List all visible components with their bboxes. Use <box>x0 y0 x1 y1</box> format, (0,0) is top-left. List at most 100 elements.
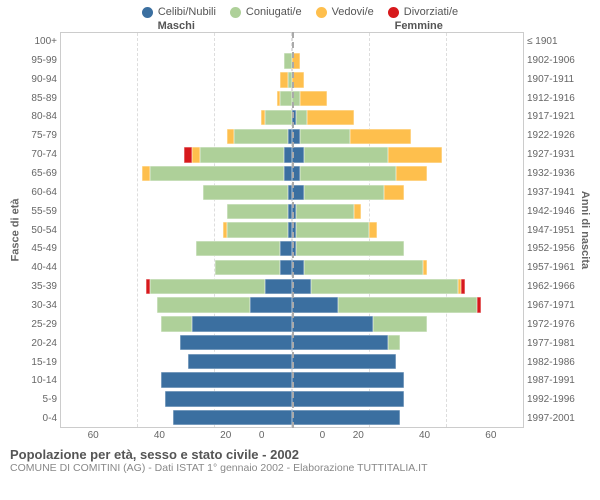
pyramid-row <box>61 239 292 258</box>
age-tick: 65-69 <box>22 164 57 183</box>
pyramid-bar <box>161 316 292 331</box>
age-tick: 50-54 <box>22 221 57 240</box>
gender-headers: Maschi Femmine <box>0 20 600 32</box>
pyramid-bar <box>173 410 292 425</box>
bar-segment <box>234 129 288 144</box>
age-tick: 60-64 <box>22 183 57 202</box>
bar-segment <box>338 297 477 312</box>
bar-segment <box>250 297 292 312</box>
pyramid-row <box>61 127 292 146</box>
header-females: Femmine <box>298 20 541 32</box>
birth-tick: 1917-1921 <box>527 107 578 126</box>
birth-tick: 1937-1941 <box>527 183 578 202</box>
bar-segment <box>280 241 292 256</box>
x-tick: 20 <box>325 430 391 441</box>
pyramid-bar <box>292 241 404 256</box>
pyramid-row <box>61 277 292 296</box>
pyramid-bar <box>188 354 292 369</box>
birth-tick: 1967-1971 <box>527 296 578 315</box>
pyramid-row <box>292 333 523 352</box>
population-pyramid: Fasce di età 100+95-9990-9485-8980-8475-… <box>0 32 600 428</box>
pyramid-row <box>61 258 292 277</box>
pyramid-bar <box>292 391 404 406</box>
pyramid-row <box>292 296 523 315</box>
bar-segment <box>304 260 423 275</box>
birth-tick: 1927-1931 <box>527 145 578 164</box>
bar-segment <box>350 129 412 144</box>
bar-segment <box>265 110 292 125</box>
birth-tick: ≤ 1901 <box>527 32 578 51</box>
pyramid-row <box>292 183 523 202</box>
pyramid-bar <box>203 185 292 200</box>
pyramid-row <box>292 108 523 127</box>
legend-item: Celibi/Nubili <box>142 6 216 18</box>
bar-segment <box>292 372 404 387</box>
pyramid-row <box>61 164 292 183</box>
pyramid-row <box>292 89 523 108</box>
pyramid-bar <box>165 391 292 406</box>
birth-tick: 1992-1996 <box>527 390 578 409</box>
bar-segment <box>373 316 427 331</box>
pyramid-bar <box>292 204 361 219</box>
age-tick: 55-59 <box>22 202 57 221</box>
x-tick: 40 <box>391 430 457 441</box>
pyramid-bar <box>292 222 377 237</box>
pyramid-row <box>292 239 523 258</box>
bar-segment <box>292 279 311 294</box>
pyramid-row <box>292 314 523 333</box>
x-tick: 40 <box>126 430 192 441</box>
birth-tick: 1952-1956 <box>527 239 578 258</box>
legend-label: Divorziati/e <box>404 6 458 18</box>
age-tick: 100+ <box>22 32 57 51</box>
bar-segment <box>142 166 150 181</box>
bar-segment <box>184 147 192 162</box>
age-tick: 75-79 <box>22 126 57 145</box>
pyramid-bar <box>215 260 292 275</box>
bar-segment <box>304 185 385 200</box>
pyramid-row <box>61 89 292 108</box>
chart-subtitle: COMUNE DI COMITINI (AG) - Dati ISTAT 1° … <box>10 462 590 474</box>
bar-segment <box>307 110 353 125</box>
pyramid-row <box>292 52 523 71</box>
pyramid-bar <box>292 129 411 144</box>
birth-tick: 1987-1991 <box>527 371 578 390</box>
bar-segment <box>173 410 292 425</box>
pyramid-bar <box>292 260 427 275</box>
center-axis <box>292 32 294 428</box>
bar-segment <box>388 147 442 162</box>
xticks-right: 0204060 <box>292 430 524 441</box>
bar-segment <box>354 204 362 219</box>
header-males: Maschi <box>55 20 298 32</box>
bar-segment <box>311 279 457 294</box>
birth-tick: 1947-1951 <box>527 221 578 240</box>
birth-tick: 1977-1981 <box>527 334 578 353</box>
bar-segment <box>304 147 389 162</box>
age-tick: 20-24 <box>22 334 57 353</box>
plot-area <box>60 32 524 428</box>
x-tick: 0 <box>292 430 325 441</box>
pyramid-bar <box>292 297 481 312</box>
pyramid-row <box>292 221 523 240</box>
bar-segment <box>227 129 235 144</box>
legend-swatch <box>142 7 153 18</box>
bar-segment <box>292 410 400 425</box>
bar-segment <box>296 222 369 237</box>
pyramid-row <box>61 314 292 333</box>
pyramid-bar <box>292 91 327 106</box>
pyramid-bar <box>261 110 292 125</box>
pyramid-row <box>292 127 523 146</box>
bar-segment <box>280 72 288 87</box>
pyramid-bar <box>292 166 427 181</box>
bar-segment <box>284 147 292 162</box>
pyramid-row <box>61 390 292 409</box>
x-tick: 60 <box>458 430 524 441</box>
pyramid-row <box>61 33 292 52</box>
bar-segment <box>477 297 481 312</box>
pyramid-row <box>61 202 292 221</box>
pyramid-bar <box>280 72 292 87</box>
pyramid-row <box>61 146 292 165</box>
bar-segment <box>292 316 373 331</box>
pyramid-bar <box>277 91 292 106</box>
bar-segment <box>180 335 292 350</box>
bar-segment <box>188 354 292 369</box>
